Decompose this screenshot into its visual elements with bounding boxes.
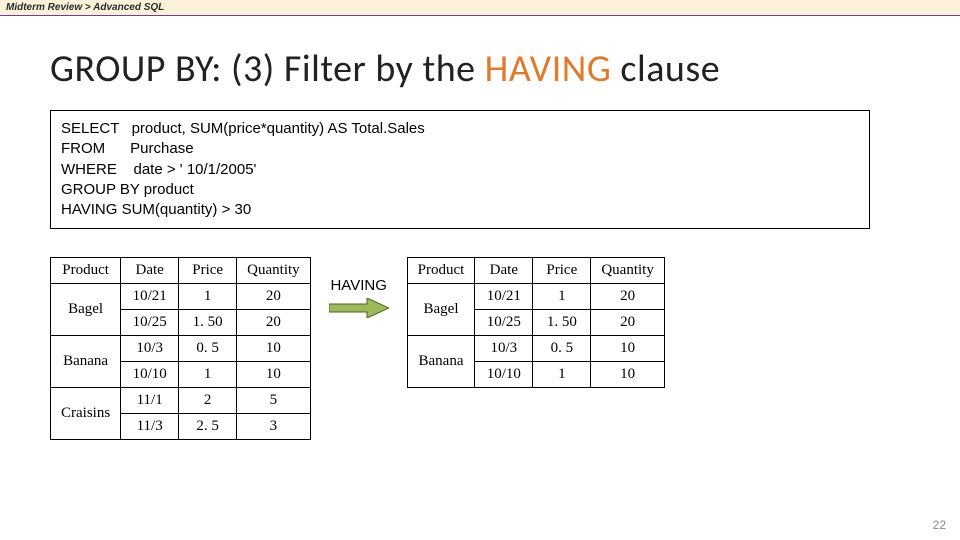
cell: 1 [179, 362, 237, 388]
tables-row: Product Date Price Quantity Bagel 10/21 … [50, 257, 910, 440]
cell: 10 [237, 336, 311, 362]
cell: 1 [533, 362, 591, 388]
arrow-right-icon [329, 298, 389, 318]
slide-body: GROUP BY: (3) Filter by the HAVING claus… [0, 16, 960, 538]
col-header: Date [475, 258, 533, 284]
breadcrumb: Midterm Review > Advanced SQL [0, 0, 960, 16]
cell: 2 [179, 388, 237, 414]
cell-product: Banana [407, 336, 475, 388]
cell: 1 [533, 284, 591, 310]
table-header-row: Product Date Price Quantity [407, 258, 664, 284]
cell: 10/21 [475, 284, 533, 310]
cell: 10/3 [121, 336, 179, 362]
sql-line: WHERE date > ' 10/1/2005' [61, 160, 859, 180]
cell-product: Bagel [51, 284, 121, 336]
cell: 1. 50 [179, 310, 237, 336]
col-header: Quantity [237, 258, 311, 284]
table-row: Banana 10/3 0. 5 10 [407, 336, 664, 362]
left-table: Product Date Price Quantity Bagel 10/21 … [50, 257, 311, 440]
title-prefix: GROUP BY: (3) Filter by the [50, 46, 485, 92]
having-label: HAVING [330, 277, 386, 294]
table-row: Banana 10/3 0. 5 10 [51, 336, 311, 362]
cell-product: Craisins [51, 388, 121, 440]
col-header: Quantity [591, 258, 665, 284]
col-header: Price [533, 258, 591, 284]
cell: 10/10 [475, 362, 533, 388]
right-table: Product Date Price Quantity Bagel 10/21 … [407, 257, 665, 388]
cell: 1 [179, 284, 237, 310]
cell-product: Bagel [407, 284, 475, 336]
cell: 0. 5 [533, 336, 591, 362]
cell: 10/3 [475, 336, 533, 362]
sql-line: HAVING SUM(quantity) > 30 [61, 200, 859, 220]
slide-title: GROUP BY: (3) Filter by the HAVING claus… [50, 46, 910, 92]
cell: 11/3 [121, 414, 179, 440]
slide-number: 22 [933, 518, 946, 532]
col-header: Price [179, 258, 237, 284]
having-column: HAVING [329, 277, 389, 318]
cell: 2. 5 [179, 414, 237, 440]
col-header: Date [121, 258, 179, 284]
cell: 20 [591, 310, 665, 336]
cell: 10 [237, 362, 311, 388]
cell: 10/10 [121, 362, 179, 388]
cell: 1. 50 [533, 310, 591, 336]
cell: 10 [591, 336, 665, 362]
col-header: Product [407, 258, 475, 284]
cell: 20 [591, 284, 665, 310]
sql-query-box: SELECT product, SUM(price*quantity) AS T… [50, 110, 870, 229]
sql-line: SELECT product, SUM(price*quantity) AS T… [61, 119, 859, 139]
cell: 0. 5 [179, 336, 237, 362]
cell: 11/1 [121, 388, 179, 414]
cell: 10/25 [121, 310, 179, 336]
cell: 5 [237, 388, 311, 414]
col-header: Product [51, 258, 121, 284]
cell: 10/21 [121, 284, 179, 310]
cell: 3 [237, 414, 311, 440]
table-row: Craisins 11/1 2 5 [51, 388, 311, 414]
title-accent: HAVING [485, 46, 612, 92]
table-row: Bagel 10/21 1 20 [407, 284, 664, 310]
cell: 10 [591, 362, 665, 388]
cell: 20 [237, 284, 311, 310]
table-row: Bagel 10/21 1 20 [51, 284, 311, 310]
cell: 10/25 [475, 310, 533, 336]
table-header-row: Product Date Price Quantity [51, 258, 311, 284]
cell-product: Banana [51, 336, 121, 388]
cell: 20 [237, 310, 311, 336]
sql-line: FROM Purchase [61, 139, 859, 159]
title-suffix: clause [611, 46, 720, 92]
sql-line: GROUP BY product [61, 180, 859, 200]
